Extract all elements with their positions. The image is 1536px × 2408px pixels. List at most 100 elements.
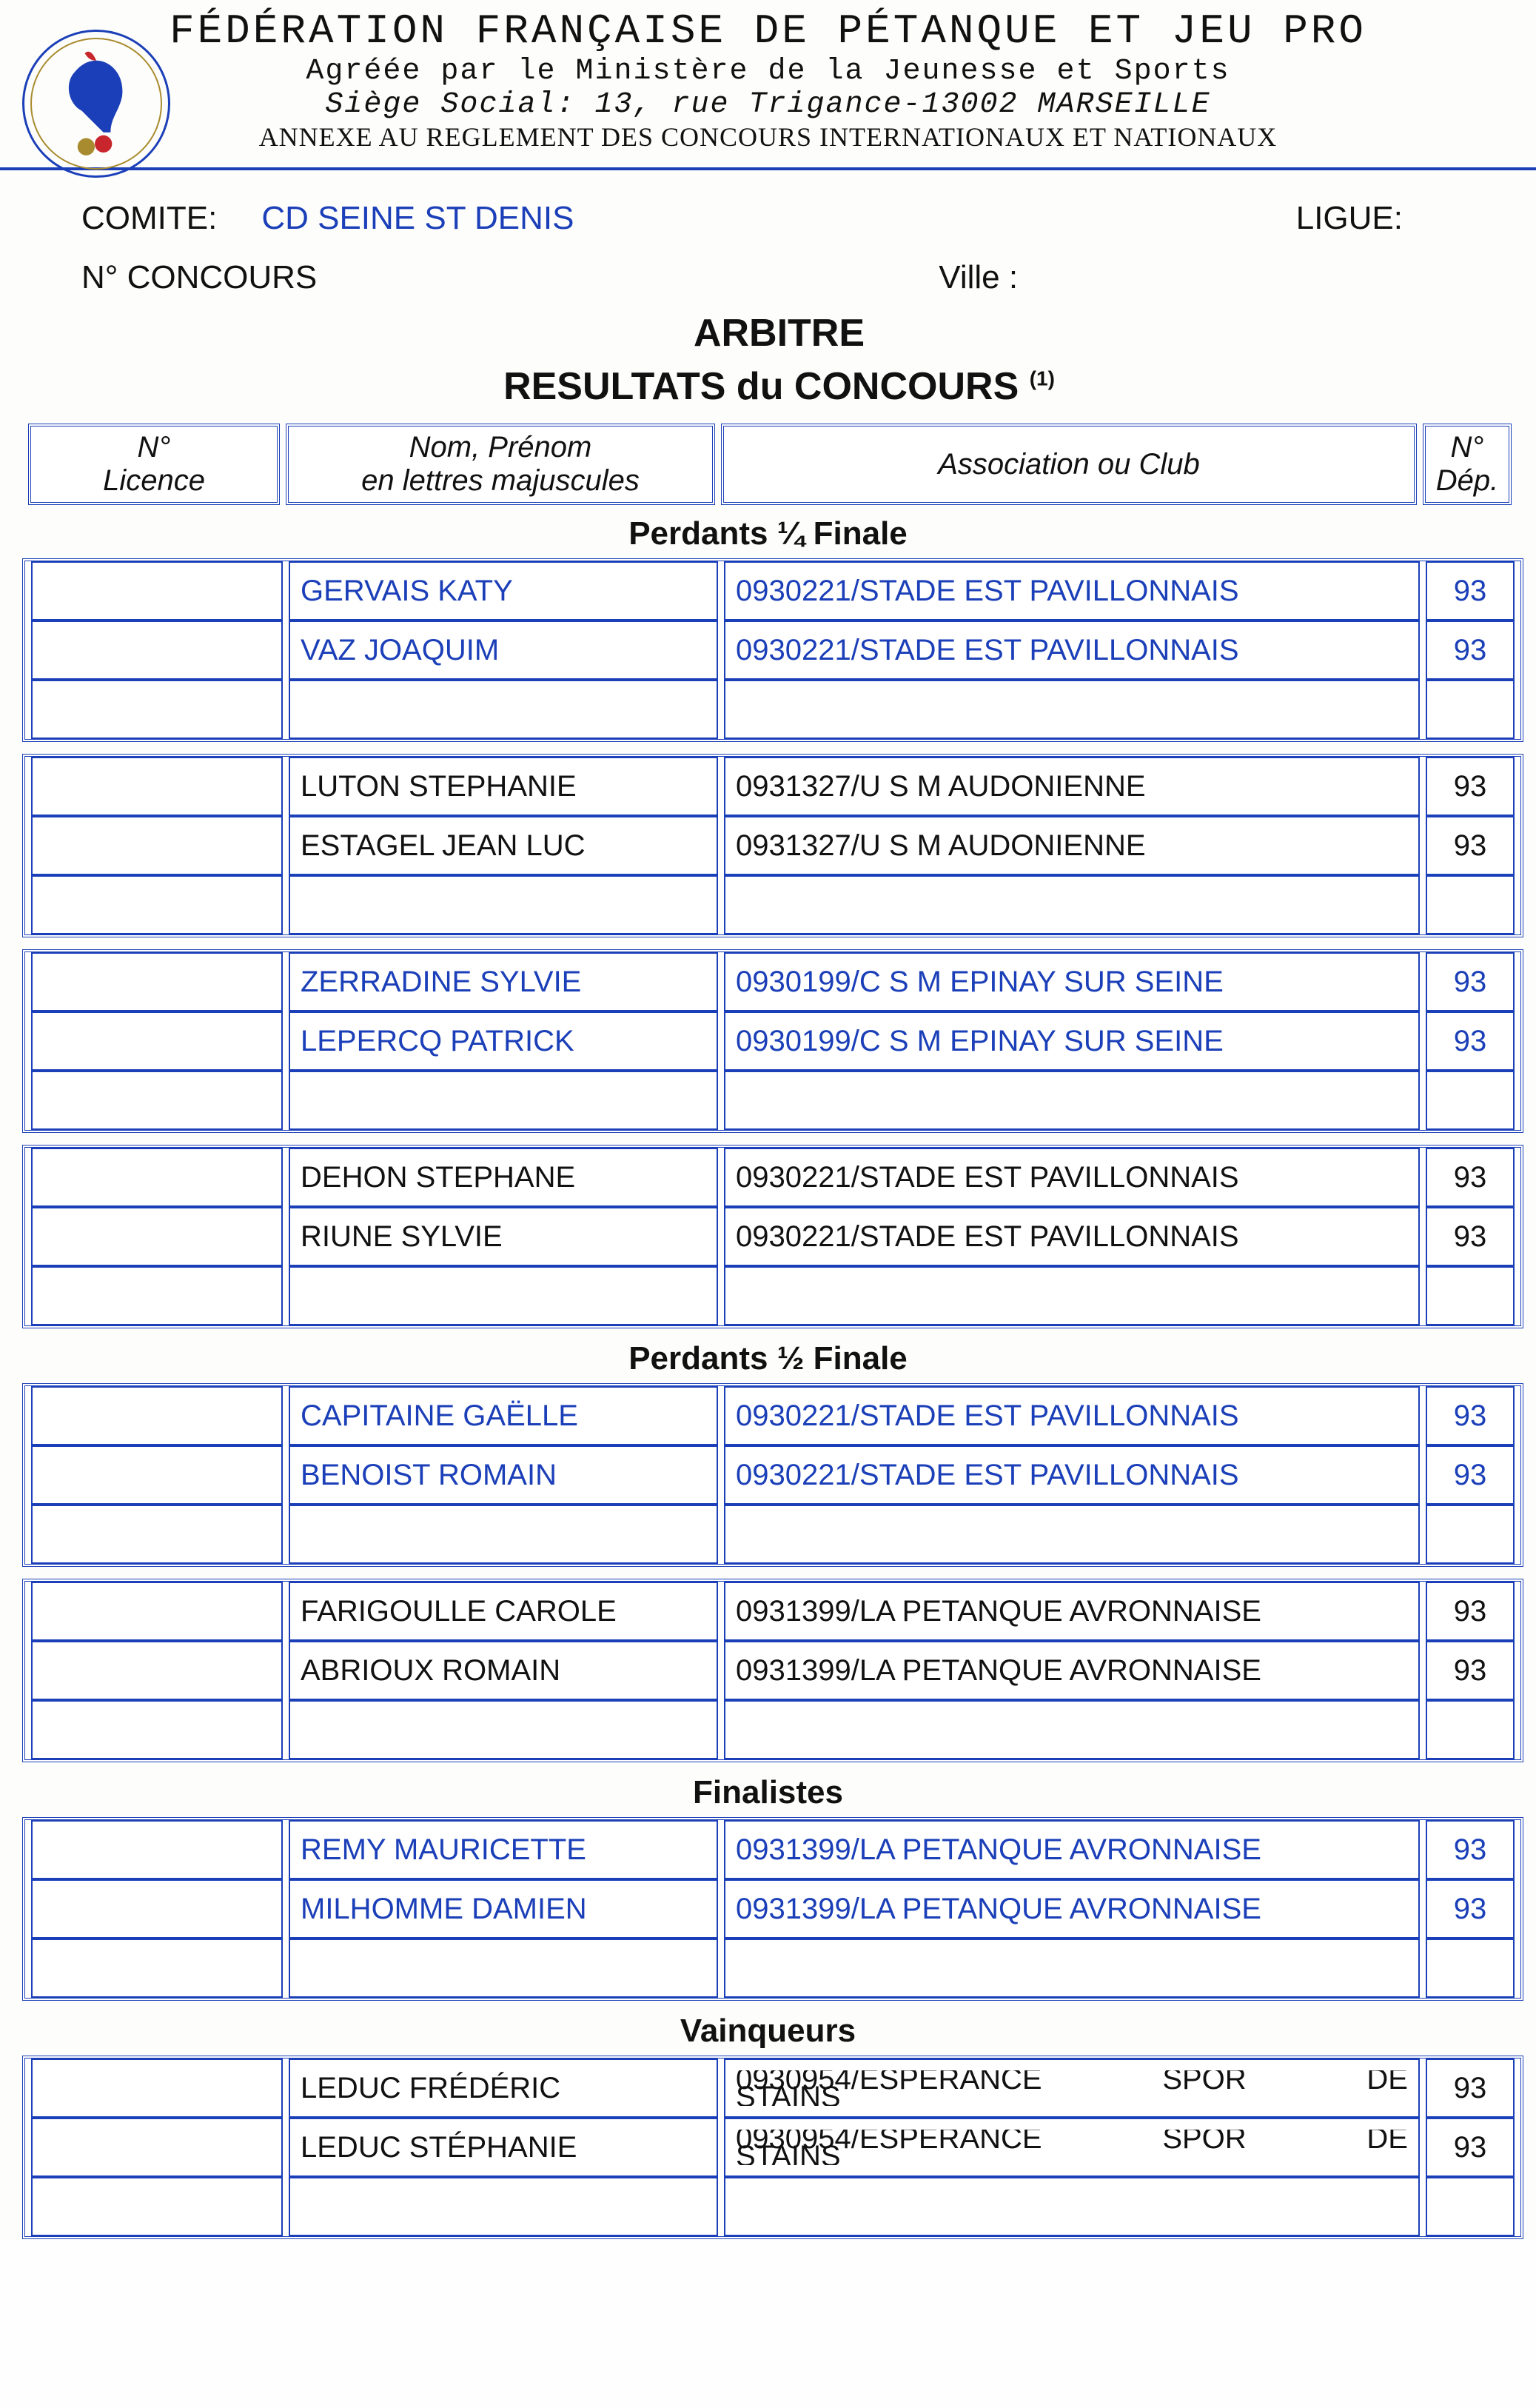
cell-licence xyxy=(31,1641,283,1700)
siege-label: Siège Social xyxy=(325,88,556,121)
cell-name xyxy=(289,680,718,739)
cell-club: 0930221/STADE EST PAVILLONNAIS xyxy=(724,1445,1420,1505)
table-row: FARIGOULLE CAROLE0931399/LA PETANQUE AVR… xyxy=(31,1582,1515,1641)
cell-club: 0930221/STADE EST PAVILLONNAIS xyxy=(724,561,1420,621)
result-table: LEDUC FRÉDÉRIC0930954/ESPERANCESPORDESTA… xyxy=(22,2056,1523,2239)
table-row: REMY MAURICETTE0931399/LA PETANQUE AVRON… xyxy=(31,1820,1515,1879)
cell-dep: 93 xyxy=(1426,2058,1515,2118)
table-row xyxy=(31,1700,1515,1759)
cell-name: ZERRADINE SYLVIE xyxy=(289,952,718,1011)
cell-club: 0931327/U S M AUDONIENNE xyxy=(724,816,1420,875)
results-sections: Perdants ¼ FinaleGERVAIS KATY0930221/STA… xyxy=(0,515,1536,2239)
cell-dep xyxy=(1426,1266,1515,1325)
cell-name: LEPERCQ PATRICK xyxy=(289,1011,718,1071)
cell-name: ABRIOUX ROMAIN xyxy=(289,1641,718,1700)
siege-value: : 13, rue Trigance-13002 MARSEILLE xyxy=(556,88,1210,121)
cell-club xyxy=(724,1939,1420,1998)
concours-label: N° CONCOURS xyxy=(81,259,317,296)
table-row: DEHON STEPHANE0930221/STADE EST PAVILLON… xyxy=(31,1148,1515,1207)
cell-dep: 93 xyxy=(1426,1011,1515,1071)
result-table: GERVAIS KATY0930221/STADE EST PAVILLONNA… xyxy=(22,558,1523,742)
cell-name: ESTAGEL JEAN LUC xyxy=(289,816,718,875)
results-title: RESULTATS du CONCOURS (1) xyxy=(81,364,1477,409)
table-row: BENOIST ROMAIN0930221/STADE EST PAVILLON… xyxy=(31,1445,1515,1505)
result-block: CAPITAINE GAËLLE0930221/STADE EST PAVILL… xyxy=(0,1383,1536,1567)
cell-name: REMY MAURICETTE xyxy=(289,1820,718,1879)
cell-name xyxy=(289,2177,718,2236)
letterhead: FÉDÉRATION FRANÇAISE DE PÉTANQUE ET JEU … xyxy=(0,0,1536,170)
cell-club xyxy=(724,1266,1420,1325)
ville-label: Ville : xyxy=(939,259,1018,296)
cell-name: GERVAIS KATY xyxy=(289,561,718,621)
cell-name xyxy=(289,1939,718,1998)
cell-name: VAZ JOAQUIM xyxy=(289,621,718,680)
arbitre-title: ARBITRE xyxy=(81,311,1477,355)
meta-block: COMITE: CD SEINE ST DENIS LIGUE: N° CONC… xyxy=(0,170,1536,416)
result-table: LUTON STEPHANIE0931327/U S M AUDONIENNE9… xyxy=(22,754,1523,937)
result-block: DEHON STEPHANE0930221/STADE EST PAVILLON… xyxy=(0,1145,1536,1328)
result-block: REMY MAURICETTE0931399/LA PETANQUE AVRON… xyxy=(0,1817,1536,2001)
table-row: GERVAIS KATY0930221/STADE EST PAVILLONNA… xyxy=(31,561,1515,621)
result-table: CAPITAINE GAËLLE0930221/STADE EST PAVILL… xyxy=(22,1383,1523,1567)
table-row: CAPITAINE GAËLLE0930221/STADE EST PAVILL… xyxy=(31,1386,1515,1445)
ligue-label: LIGUE: xyxy=(1296,200,1403,237)
table-row: RIUNE SYLVIE0930221/STADE EST PAVILLONNA… xyxy=(31,1207,1515,1266)
column-headers: N° Licence Nom, Prénom en lettres majusc… xyxy=(0,416,1536,505)
cell-name: LEDUC FRÉDÉRIC xyxy=(289,2058,718,2118)
cell-club xyxy=(724,875,1420,934)
cell-club xyxy=(724,2177,1420,2236)
cell-dep xyxy=(1426,2177,1515,2236)
col-dep: N° Dép. xyxy=(1423,424,1512,505)
cell-licence xyxy=(31,2118,283,2177)
cell-licence xyxy=(31,1445,283,1505)
section-title: Vainqueurs xyxy=(0,2013,1536,2050)
cell-club: 0930199/C S M EPINAY SUR SEINE xyxy=(724,1011,1420,1071)
cell-licence xyxy=(31,1266,283,1325)
cell-club: 0931399/LA PETANQUE AVRONNAISE xyxy=(724,1582,1420,1641)
cell-name xyxy=(289,1071,718,1130)
section-title: Perdants ½ Finale xyxy=(0,1340,1536,1377)
cell-licence xyxy=(31,1879,283,1939)
result-block: LUTON STEPHANIE0931327/U S M AUDONIENNE9… xyxy=(0,754,1536,937)
cell-licence xyxy=(31,1820,283,1879)
federation-logo xyxy=(22,30,170,178)
col-name-text: Nom, Prénom en lettres majuscules xyxy=(361,431,640,497)
cell-name: LUTON STEPHANIE xyxy=(289,757,718,816)
col-name: Nom, Prénom en lettres majuscules xyxy=(286,424,715,505)
cell-club xyxy=(724,1071,1420,1130)
cell-dep: 93 xyxy=(1426,1445,1515,1505)
cell-club: 0930954/ESPERANCESPORDESTAINS xyxy=(724,2118,1420,2177)
cell-name: LEDUC STÉPHANIE xyxy=(289,2118,718,2177)
cell-name: MILHOMME DAMIEN xyxy=(289,1879,718,1939)
cell-name: BENOIST ROMAIN xyxy=(289,1445,718,1505)
cell-licence xyxy=(31,1207,283,1266)
cell-club: 0930199/C S M EPINAY SUR SEINE xyxy=(724,952,1420,1011)
cell-licence xyxy=(31,2177,283,2236)
table-row xyxy=(31,1266,1515,1325)
result-table: FARIGOULLE CAROLE0931399/LA PETANQUE AVR… xyxy=(22,1579,1523,1762)
cell-club: 0931399/LA PETANQUE AVRONNAISE xyxy=(724,1879,1420,1939)
cell-licence xyxy=(31,875,283,934)
table-row xyxy=(31,680,1515,739)
meta-row-comite: COMITE: CD SEINE ST DENIS LIGUE: xyxy=(81,200,1477,237)
section-title: Perdants ¼ Finale xyxy=(0,515,1536,552)
cell-name: RIUNE SYLVIE xyxy=(289,1207,718,1266)
cell-dep xyxy=(1426,1700,1515,1759)
result-table: REMY MAURICETTE0931399/LA PETANQUE AVRON… xyxy=(22,1817,1523,2001)
cell-licence xyxy=(31,1148,283,1207)
table-row: ABRIOUX ROMAIN0931399/LA PETANQUE AVRONN… xyxy=(31,1641,1515,1700)
cell-dep: 93 xyxy=(1426,952,1515,1011)
cell-club: 0931399/LA PETANQUE AVRONNAISE xyxy=(724,1641,1420,1700)
cell-name: FARIGOULLE CAROLE xyxy=(289,1582,718,1641)
letterhead-line1: Agréée par le Ministère de la Jeunesse e… xyxy=(22,55,1514,88)
cell-dep: 93 xyxy=(1426,1582,1515,1641)
cell-dep: 93 xyxy=(1426,561,1515,621)
col-licence: N° Licence xyxy=(28,424,280,505)
cell-dep: 93 xyxy=(1426,1207,1515,1266)
table-row: ESTAGEL JEAN LUC0931327/U S M AUDONIENNE… xyxy=(31,816,1515,875)
table-row xyxy=(31,1071,1515,1130)
cell-licence xyxy=(31,1700,283,1759)
cell-licence xyxy=(31,2058,283,2118)
cell-club xyxy=(724,1700,1420,1759)
cell-licence xyxy=(31,952,283,1011)
